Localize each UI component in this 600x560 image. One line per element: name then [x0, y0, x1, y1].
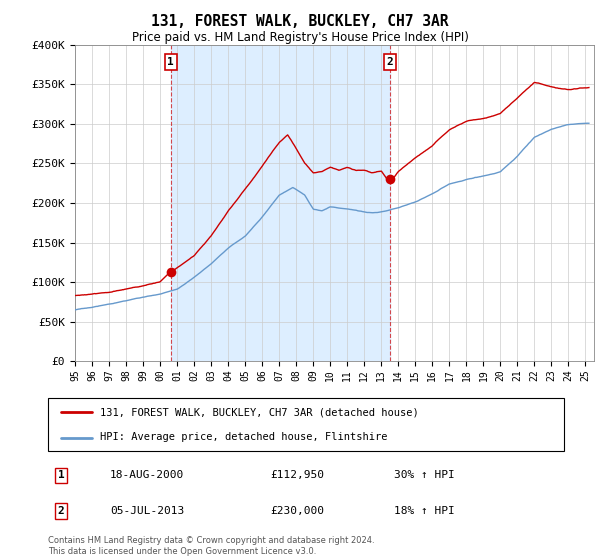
Text: 05-JUL-2013: 05-JUL-2013	[110, 506, 184, 516]
Text: 1: 1	[167, 57, 174, 67]
Text: 131, FOREST WALK, BUCKLEY, CH7 3AR: 131, FOREST WALK, BUCKLEY, CH7 3AR	[151, 14, 449, 29]
Text: £112,950: £112,950	[270, 470, 324, 480]
Text: 1: 1	[58, 470, 64, 480]
Text: 131, FOREST WALK, BUCKLEY, CH7 3AR (detached house): 131, FOREST WALK, BUCKLEY, CH7 3AR (deta…	[100, 408, 418, 418]
Text: 18-AUG-2000: 18-AUG-2000	[110, 470, 184, 480]
Bar	[171, 45, 390, 361]
Text: 2: 2	[386, 57, 393, 67]
Text: 30% ↑ HPI: 30% ↑ HPI	[394, 470, 454, 480]
Text: Price paid vs. HM Land Registry's House Price Index (HPI): Price paid vs. HM Land Registry's House …	[131, 31, 469, 44]
FancyBboxPatch shape	[48, 398, 564, 451]
Text: Contains HM Land Registry data © Crown copyright and database right 2024.
This d: Contains HM Land Registry data © Crown c…	[48, 536, 374, 556]
Text: £230,000: £230,000	[270, 506, 324, 516]
Text: 2: 2	[58, 506, 64, 516]
Text: HPI: Average price, detached house, Flintshire: HPI: Average price, detached house, Flin…	[100, 432, 387, 442]
Text: 18% ↑ HPI: 18% ↑ HPI	[394, 506, 454, 516]
